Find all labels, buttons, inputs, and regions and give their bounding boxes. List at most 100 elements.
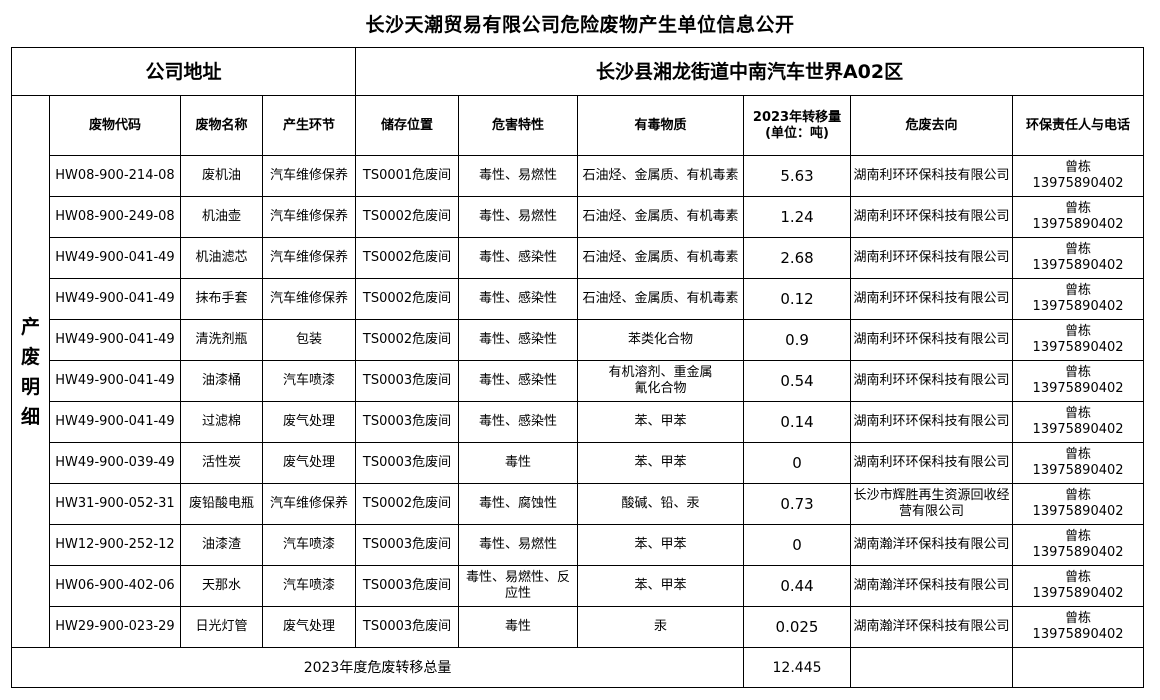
table-row: HW29-900-023-29 日光灯管 废气处理 TS0003危废间 毒性汞 0.025…: [12, 606, 1145, 648]
cell-storage: TS0002危废间: [355, 237, 460, 279]
cell-toxic: 苯、甲苯: [577, 565, 745, 607]
cell-dest: 湖南利环环保科技有限公司: [850, 319, 1014, 361]
header-qty: 2023年转移量 (单位：吨): [743, 95, 852, 156]
cell-qty: 0.44: [743, 565, 852, 607]
cell-storage: TS0002危废间: [355, 319, 460, 361]
cell-toxic: 石油烃、金属质、有机毒素: [577, 155, 745, 197]
table-row: HW49-900-041-49 油漆桶 汽车喷漆 TS0003危废间 毒性、感染性 有机溶…: [12, 360, 1145, 402]
cell-dest: 湖南利环环保科技有限公司: [850, 442, 1014, 484]
cell-stage: 废气处理: [261, 442, 357, 484]
cell-hazard: 毒性、易燃性: [458, 524, 579, 566]
cell-code: HW49-900-041-49: [49, 401, 181, 443]
cell-hazard: 毒性、感染性: [458, 401, 579, 443]
cell-storage: TS0003危废间: [355, 606, 460, 648]
cell-qty: 0.73: [743, 483, 852, 525]
cell-qty: 1.24: [743, 196, 852, 238]
cell-name: 机油滤芯: [180, 237, 263, 279]
cell-contact: 曾栋 13975890402: [1012, 483, 1145, 525]
cell-qty: 2.68: [743, 237, 852, 279]
total-dest-empty: [850, 647, 1014, 688]
cell-name: 抹布手套: [180, 278, 263, 320]
cell-code: HW12-900-252-12: [49, 524, 181, 566]
cell-name: 废铅酸电瓶: [180, 483, 263, 525]
cell-dest: 湖南利环环保科技有限公司: [850, 196, 1014, 238]
cell-contact: 曾栋 13975890402: [1012, 524, 1145, 566]
cell-contact: 曾栋 13975890402: [1012, 237, 1145, 279]
cell-toxic: 石油烃、金属质、有机毒素: [577, 237, 745, 279]
cell-toxic: 苯、甲苯: [577, 524, 745, 566]
cell-qty: 0: [743, 524, 852, 566]
table-row: HW49-900-041-49 机油滤芯 汽车维修保养 TS0002危废间 毒性、感染性…: [12, 237, 1145, 279]
cell-hazard: 毒性、腐蚀性: [458, 483, 579, 525]
header-contact: 环保责任人与电话: [1012, 95, 1145, 156]
header-name: 废物名称: [180, 95, 263, 156]
cell-contact: 曾栋 13975890402: [1012, 360, 1145, 402]
total-contact-empty: [1012, 647, 1145, 688]
cell-name: 油漆渣: [180, 524, 263, 566]
cell-code: HW49-900-041-49: [49, 360, 181, 402]
cell-qty: 0.9: [743, 319, 852, 361]
cell-qty: 0.14: [743, 401, 852, 443]
total-row: 2023年度危废转移总量 12.445: [10, 647, 1145, 688]
table-row: HW12-900-252-12 油漆渣 汽车喷漆 TS0003危废间 毒性、易燃性 苯、甲…: [12, 524, 1145, 566]
cell-qty: 0.54: [743, 360, 852, 402]
cell-storage: TS0002危废间: [355, 278, 460, 320]
cell-contact: 曾栋 13975890402: [1012, 196, 1145, 238]
cell-dest: 湖南利环环保科技有限公司: [850, 155, 1014, 197]
cell-code: HW06-900-402-06: [49, 565, 181, 607]
header-toxic: 有毒物质: [577, 95, 745, 156]
cell-code: HW31-900-052-31: [49, 483, 181, 525]
cell-contact: 曾栋 13975890402: [1012, 278, 1145, 320]
cell-dest: 湖南利环环保科技有限公司: [850, 237, 1014, 279]
cell-qty: 0: [743, 442, 852, 484]
cell-storage: TS0003危废间: [355, 401, 460, 443]
cell-hazard: 毒性、易燃性: [458, 196, 579, 238]
cell-hazard: 毒性、感染性: [458, 278, 579, 320]
page-title: 长沙天潮贸易有限公司危险废物产生单位信息公开: [365, 14, 795, 36]
cell-name: 日光灯管: [180, 606, 263, 648]
cell-stage: 包装: [261, 319, 357, 361]
table-row: HW49-900-041-49 抹布手套 汽车维修保养 TS0002危废间 毒性、感染性…: [12, 278, 1145, 320]
cell-hazard: 毒性、感染性: [458, 360, 579, 402]
cell-dest: 长沙市辉胜再生资源回收经营有限公司: [850, 483, 1014, 525]
cell-hazard: 毒性: [458, 606, 579, 648]
address-row: 公司地址 长沙县湘龙街道中南汽车世界A02区: [10, 47, 1145, 96]
waste-info-table: 公司地址 长沙县湘龙街道中南汽车世界A02区 产废明细 废物代码 废物名称 产生环节…: [10, 47, 1145, 688]
cell-qty: 5.63: [743, 155, 852, 197]
cell-storage: TS0001危废间: [355, 155, 460, 197]
side-label: 产废明细: [20, 315, 40, 428]
table-row: HW31-900-052-31 废铅酸电瓶 汽车维修保养 TS0002危废间 毒性、腐蚀…: [12, 483, 1145, 525]
header-code: 废物代码: [49, 95, 181, 156]
address-label: 公司地址: [10, 47, 357, 96]
cell-contact: 曾栋 13975890402: [1012, 155, 1145, 197]
cell-contact: 曾栋 13975890402: [1012, 606, 1145, 648]
cell-toxic: 苯、甲苯: [577, 442, 745, 484]
table-row: HW49-900-041-49 过滤棉 废气处理 TS0003危废间 毒性、感染性 苯、甲…: [12, 401, 1145, 443]
cell-storage: TS0003危废间: [355, 565, 460, 607]
cell-hazard: 毒性、感染性: [458, 237, 579, 279]
cell-toxic: 酸碱、铅、汞: [577, 483, 745, 525]
cell-name: 活性炭: [180, 442, 263, 484]
header-dest: 危废去向: [850, 95, 1014, 156]
cell-name: 天那水: [180, 565, 263, 607]
table-row: HW08-900-214-08 废机油 汽车维修保养 TS0001危废间 毒性、易燃性石…: [12, 155, 1145, 197]
cell-name: 机油壶: [180, 196, 263, 238]
header-stage: 产生环节: [261, 95, 357, 156]
cell-dest: 湖南瀚洋环保科技有限公司: [850, 565, 1014, 607]
cell-stage: 汽车喷漆: [261, 565, 357, 607]
cell-name: 油漆桶: [180, 360, 263, 402]
cell-stage: 汽车喷漆: [261, 524, 357, 566]
cell-dest: 湖南瀚洋环保科技有限公司: [850, 524, 1014, 566]
total-value: 12.445: [743, 647, 852, 688]
cell-contact: 曾栋 13975890402: [1012, 319, 1145, 361]
table-row: HW49-900-039-49 活性炭 废气处理 TS0003危废间 毒性 苯、甲苯 0 湖南…: [12, 442, 1145, 484]
cell-contact: 曾栋 13975890402: [1012, 401, 1145, 443]
cell-name: 废机油: [180, 155, 263, 197]
table-row: HW08-900-249-08 机油壶 汽车维修保养 TS0002危废间 毒性、易燃性石…: [12, 196, 1145, 238]
cell-dest: 湖南瀚洋环保科技有限公司: [850, 606, 1014, 648]
cell-toxic: 石油烃、金属质、有机毒素: [577, 278, 745, 320]
cell-storage: TS0002危废间: [355, 196, 460, 238]
cell-stage: 汽车维修保养: [261, 196, 357, 238]
cell-stage: 汽车维修保养: [261, 483, 357, 525]
cell-code: HW08-900-249-08: [49, 196, 181, 238]
